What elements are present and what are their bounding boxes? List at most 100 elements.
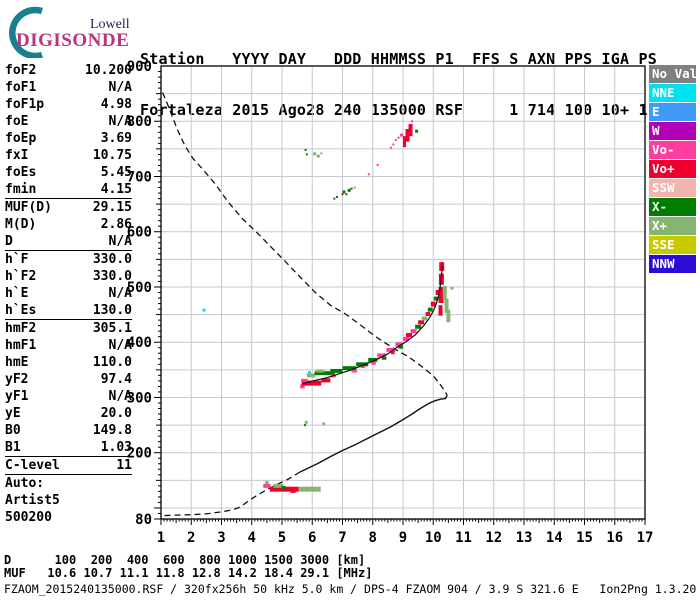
param-row: yF1 N/A — [5, 388, 132, 405]
param-group: C-level 11 — [5, 457, 132, 475]
param-name: D — [5, 234, 13, 249]
param-name: h`Es — [5, 303, 37, 318]
param-value: N/A — [108, 389, 132, 404]
param-value: N/A — [108, 114, 132, 129]
digisonde-logo: Lowell DIGISONDE — [6, 4, 176, 60]
param-name: h`E — [5, 286, 29, 301]
param-row: foEp 3.69 — [5, 130, 132, 147]
echo-type-legend: No Val NNE E W Vo- Vo+ SSW X- X+ SSE NNW — [649, 65, 697, 274]
param-name: C-level — [5, 458, 60, 473]
param-value: 5.45 — [100, 165, 132, 180]
param-value: 11 — [116, 458, 132, 473]
param-group: MUF(D) 29.15 M(D) 2.86 D N/A — [5, 199, 132, 251]
param-name: yF2 — [5, 372, 29, 387]
svg-text:11: 11 — [455, 530, 472, 546]
param-value: 29.15 — [92, 200, 132, 215]
param-row: h`F 330.0 — [5, 251, 132, 268]
param-row: hmF2 305.1 — [5, 320, 132, 337]
param-name: hmE — [5, 355, 29, 370]
svg-text:16: 16 — [606, 530, 623, 546]
param-row: yE 20.0 — [5, 405, 132, 422]
legend-item-sse: SSE — [649, 236, 696, 254]
param-value: N/A — [108, 80, 132, 95]
param-value: 10.75 — [92, 148, 132, 163]
legend-item-noval: No Val — [649, 65, 697, 83]
legend-item-nne: NNE — [649, 84, 696, 102]
param-row: B1 1.03 — [5, 439, 132, 456]
param-row: h`E N/A — [5, 285, 132, 302]
param-row: yF2 97.4 — [5, 371, 132, 388]
param-name: B1 — [5, 440, 21, 455]
param-row: C-level 11 — [5, 457, 132, 474]
param-name: h`F — [5, 252, 29, 267]
legend-item-vo-: Vo- — [649, 141, 696, 159]
svg-text:800: 800 — [127, 114, 152, 130]
svg-text:700: 700 — [127, 169, 152, 185]
param-row: hmE 110.0 — [5, 354, 132, 371]
header-block: Station YYYY DAY DDD HHMMSS P1 FFS S AXN… — [140, 17, 657, 136]
svg-text:4: 4 — [248, 530, 256, 546]
param-name: foEp — [5, 131, 37, 146]
param-value: 20.0 — [100, 406, 132, 421]
param-row: M(D) 2.86 — [5, 216, 132, 233]
param-value: 1.03 — [100, 440, 132, 455]
param-row: Auto: — [5, 475, 132, 492]
svg-text:80: 80 — [135, 512, 152, 528]
param-value: N/A — [108, 286, 132, 301]
x-axis-labels: 1 2 3 4 5 6 7 8 9 10 11 12 13 14 15 16 17 — [157, 530, 654, 546]
param-row: foF1p 4.98 — [5, 96, 132, 113]
legend-item-ssw: SSW — [649, 179, 696, 197]
svg-text:1: 1 — [157, 530, 165, 546]
param-name: B0 — [5, 423, 21, 438]
svg-text:400: 400 — [127, 335, 152, 351]
logo-arc-icon — [9, 6, 43, 60]
param-value: 110.0 — [92, 355, 132, 370]
param-name: hmF1 — [5, 338, 37, 353]
param-row: fxI 10.75 — [5, 147, 132, 164]
svg-text:7: 7 — [338, 530, 346, 546]
param-value: N/A — [108, 234, 132, 249]
param-group: h`F 330.0 h`F2 330.0 h`E N/A h`Es 130.0 — [5, 251, 132, 320]
param-name: Auto: — [5, 476, 45, 491]
muf-row: MUF 10.6 10.7 11.1 11.8 12.8 14.2 18.4 2… — [4, 566, 373, 580]
param-panel: foF2 10.200 foF1 N/A foF1p 4.98 foE N/A foEp 3.69… — [5, 62, 132, 526]
legend-item-x+: X+ — [649, 217, 696, 235]
file-info-row: FZAOM_2015240135000.RSF / 320fx256h 50 k… — [4, 582, 697, 596]
dashed-curve-upper — [161, 92, 448, 396]
param-name: M(D) — [5, 217, 37, 232]
param-row: h`F2 330.0 — [5, 268, 132, 285]
param-value: 330.0 — [92, 252, 132, 267]
param-value: 2.86 — [100, 217, 132, 232]
param-row: hmF1 N/A — [5, 337, 132, 354]
param-name: yE — [5, 406, 21, 421]
param-name: foF1 — [5, 80, 37, 95]
svg-text:9: 9 — [399, 530, 407, 546]
param-row: fmin 4.15 — [5, 181, 132, 198]
param-row: h`Es 130.0 — [5, 302, 132, 319]
svg-text:8: 8 — [369, 530, 377, 546]
param-group: Auto: Artist5 500200 — [5, 475, 132, 526]
param-value: 149.8 — [92, 423, 132, 438]
param-row: D N/A — [5, 233, 132, 250]
param-name: fmin — [5, 182, 37, 197]
svg-text:2: 2 — [187, 530, 195, 546]
svg-text:900: 900 — [127, 59, 152, 75]
distance-row: D 100 200 400 600 800 1000 1500 3000 [km… — [4, 553, 366, 567]
param-row: foEs 5.45 — [5, 164, 132, 181]
svg-text:200: 200 — [127, 446, 152, 462]
param-name: foEs — [5, 165, 37, 180]
param-value: 10.200 — [85, 63, 132, 78]
svg-text:3: 3 — [217, 530, 225, 546]
param-name: foE — [5, 114, 29, 129]
param-value: 330.0 — [92, 269, 132, 284]
svg-text:17: 17 — [637, 530, 654, 546]
param-row: foF2 10.200 — [5, 62, 132, 79]
svg-text:12: 12 — [485, 530, 502, 546]
param-name: hmF2 — [5, 321, 37, 336]
dashed-curve-lower — [160, 471, 301, 517]
param-name: MUF(D) — [5, 200, 52, 215]
fitted-trace-line — [302, 265, 443, 385]
param-name: h`F2 — [5, 269, 37, 284]
